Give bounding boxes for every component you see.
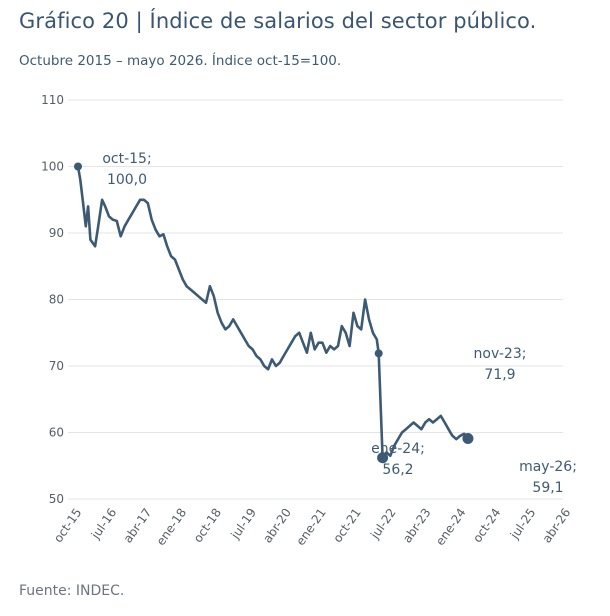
source-note: Fuente: INDEC.	[19, 583, 125, 599]
y-tick-label: 90	[49, 226, 64, 240]
grid	[68, 99, 563, 500]
y-tick-label: 50	[49, 492, 64, 506]
annotation-may26-value: 59,1	[532, 480, 563, 496]
x-tick-label: jul-19	[228, 506, 259, 543]
annotation-start-value: 100,0	[107, 172, 147, 188]
y-axis: 50 60 70 80 90 100 110	[41, 93, 64, 506]
annotations: oct-15; 100,0 nov-23; 71,9 ene-24; 56,2 …	[102, 151, 577, 496]
series-line	[76, 165, 470, 460]
data-point-marker	[462, 432, 474, 444]
x-tick-label: oct-21	[330, 506, 363, 545]
x-tick-label: abr-23	[400, 506, 434, 546]
chart-subtitle: Octubre 2015 – mayo 2026. Índice oct-15=…	[19, 53, 342, 69]
annotation-ene24-value: 56,2	[382, 462, 413, 478]
annotation-ene24: ene-24;	[371, 441, 425, 457]
y-tick-label: 110	[41, 93, 64, 107]
y-tick-label: 100	[41, 160, 64, 174]
x-tick-label: abr-26	[540, 506, 574, 546]
x-tick-label: jul-22	[367, 506, 398, 543]
annotation-nov23: nov-23;	[474, 346, 527, 362]
data-point-marker	[74, 162, 82, 171]
markers	[74, 162, 474, 464]
x-axis: oct-15 jul-16 abr-17 ene-18 oct-18 jul-19 abr-…	[51, 506, 573, 548]
y-tick-label: 70	[49, 359, 64, 373]
data-point-marker	[377, 452, 389, 464]
x-tick-label: abr-20	[260, 506, 294, 546]
x-tick-label: oct-18	[191, 506, 224, 545]
annotation-may26: may-26;	[519, 459, 577, 475]
x-tick-label: abr-17	[121, 506, 155, 546]
data-point-marker	[374, 349, 383, 358]
x-tick-label: jul-16	[88, 506, 119, 543]
y-tick-label: 80	[49, 293, 64, 307]
annotation-start: oct-15;	[102, 151, 151, 167]
x-tick-label: ene-21	[293, 506, 329, 548]
x-tick-label: oct-15	[51, 506, 84, 545]
annotation-nov23-value: 71,9	[484, 367, 515, 383]
x-tick-label: oct-24	[470, 506, 503, 545]
y-tick-label: 60	[49, 426, 64, 440]
x-tick-label: ene-18	[154, 506, 190, 548]
chart-title: Gráfico 20 | Índice de salarios del sect…	[19, 9, 537, 33]
x-tick-label: ene-24	[433, 506, 469, 548]
x-tick-label: jul-25	[507, 506, 538, 543]
